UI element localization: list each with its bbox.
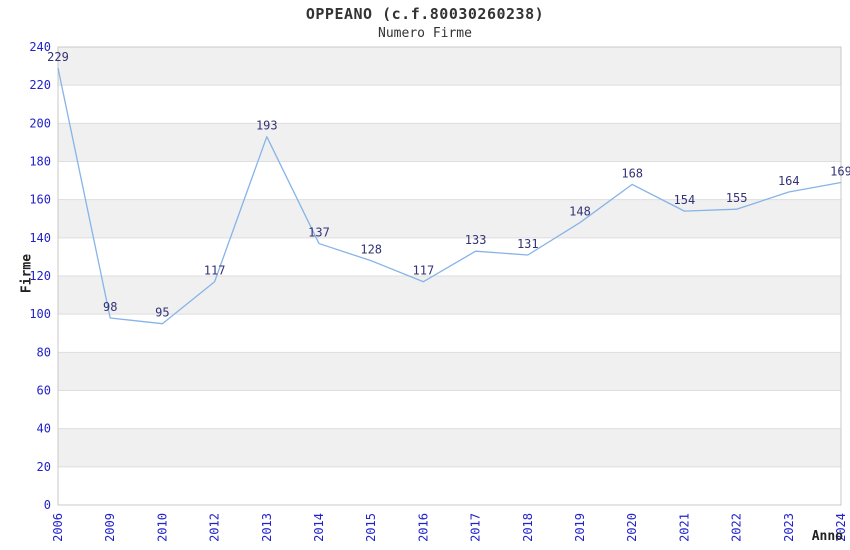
x-tick-label: 2012 [208, 513, 222, 542]
data-label: 95 [155, 306, 169, 320]
y-axis-title: Firme [19, 253, 35, 294]
x-axis-title: Anno [811, 529, 843, 544]
x-tick-label: 2015 [364, 513, 378, 542]
x-tick-label: 2014 [312, 513, 326, 542]
plot-border [57, 46, 842, 506]
plot-band [58, 352, 841, 391]
data-label: 98 [103, 300, 117, 314]
data-label: 128 [360, 243, 382, 257]
chart-subtitle: Numero Firme [378, 26, 472, 41]
data-label: 137 [308, 226, 330, 240]
data-label: 229 [47, 50, 69, 64]
y-tick-label: 60 [37, 384, 51, 398]
y-tick-label: 40 [37, 422, 51, 436]
plot-band [58, 276, 841, 315]
y-tick-label: 100 [29, 307, 51, 321]
chart-title: OPPEANO (c.f.80030260238) [305, 5, 545, 23]
y-tick-label: 140 [29, 231, 51, 245]
y-tick-label: 220 [29, 78, 51, 92]
y-tick-label: 80 [37, 345, 51, 359]
data-label: 168 [621, 166, 643, 180]
data-label: 154 [674, 193, 696, 207]
y-tick-label: 240 [29, 40, 51, 54]
x-tick-label: 2018 [521, 513, 535, 542]
y-tick-label: 200 [29, 116, 51, 130]
data-label: 133 [465, 233, 487, 247]
x-tick-label: 2019 [573, 513, 587, 542]
x-tick-label: 2020 [625, 513, 639, 542]
plot-band [58, 47, 841, 86]
x-tick-label: 2016 [416, 513, 430, 542]
y-tick-label: 20 [37, 460, 51, 474]
y-tick-label: 0 [44, 498, 51, 512]
y-tick-label: 120 [29, 269, 51, 283]
plot-band [58, 199, 841, 238]
x-tick-label: 2006 [51, 513, 65, 542]
x-tick-label: 2013 [260, 513, 274, 542]
plot-band [58, 123, 841, 162]
data-label: 155 [726, 191, 748, 205]
data-label: 117 [204, 264, 226, 278]
data-label: 131 [517, 237, 539, 251]
x-tick-label: 2022 [730, 513, 744, 542]
data-label: 193 [256, 119, 278, 133]
y-tick-label: 160 [29, 193, 51, 207]
x-tick-label: 2017 [469, 513, 483, 542]
data-line [57, 67, 842, 325]
x-tick-label: 2023 [782, 513, 796, 542]
x-tick-label: 2010 [155, 513, 169, 542]
x-tick-label: 2024 [834, 513, 848, 542]
data-label: 117 [413, 264, 435, 278]
data-label: 169 [830, 164, 850, 178]
data-label: 148 [569, 205, 591, 219]
x-tick-label: 2009 [103, 513, 117, 542]
y-tick-label: 180 [29, 155, 51, 169]
plot-band [58, 428, 841, 467]
data-label: 164 [778, 174, 800, 188]
x-tick-label: 2021 [677, 513, 691, 542]
